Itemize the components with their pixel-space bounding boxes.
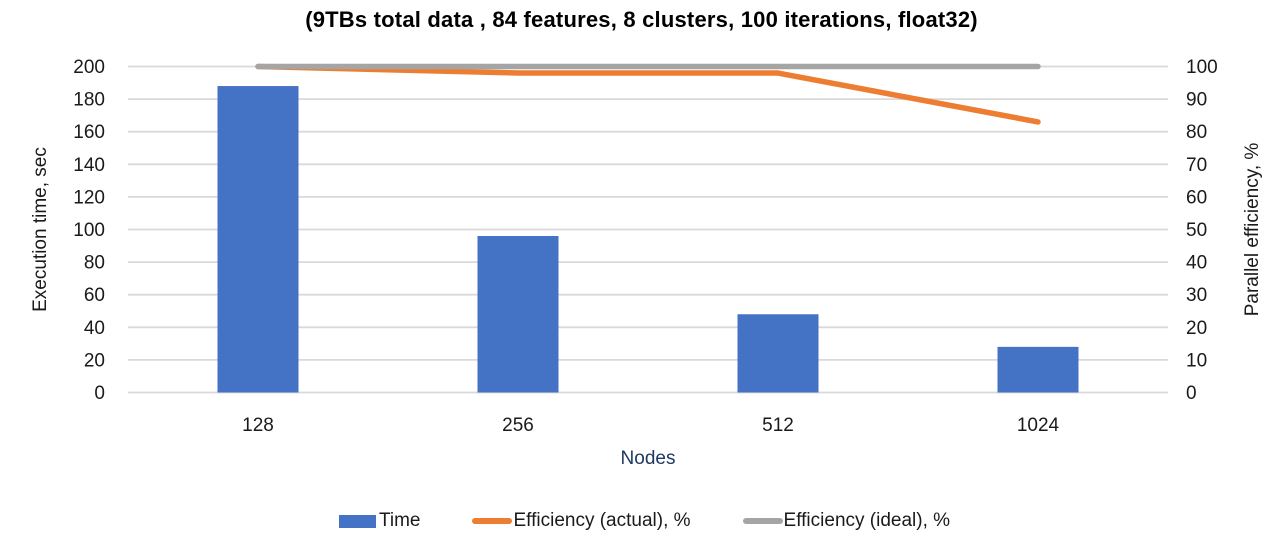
y-axis-left-tick-label: 100 [73, 220, 105, 241]
legend-label-efficiency-actual: Efficiency (actual), % [513, 510, 691, 531]
y-axis-left-tick-label: 120 [73, 187, 105, 208]
x-axis-tick-label: 1024 [1017, 415, 1060, 436]
y-axis-right-tick-label: 0 [1186, 383, 1197, 404]
y-axis-left-tick-label: 80 [84, 253, 105, 274]
legend-bar-swatch-icon [338, 514, 376, 528]
y-axis-right-tick-label: 50 [1186, 220, 1207, 241]
legend-item-efficiency-actual: Efficiency (actual), % [472, 510, 691, 532]
legend-item-efficiency-ideal: Efficiency (ideal), % [742, 510, 951, 532]
bar-512 [737, 314, 819, 393]
y-axis-right-tick-label: 40 [1186, 253, 1207, 274]
y-axis-left-tick-label: 20 [84, 350, 105, 371]
legend-line-swatch-icon [472, 518, 513, 524]
y-axis-right-tick-label: 100 [1186, 57, 1218, 78]
y-axis-left-tick-label: 60 [84, 285, 105, 306]
legend: Time Efficiency (actual), % Efficiency (… [6, 510, 1283, 532]
y-axis-left-tick-label: 200 [73, 57, 105, 78]
line-series [255, 63, 1041, 125]
legend-item-time: Time [338, 510, 421, 532]
legend-label-efficiency-ideal: Efficiency (ideal), % [783, 510, 951, 531]
y-axis-left-tick-label: 40 [84, 318, 105, 339]
x-axis-title: Nodes [621, 448, 676, 469]
y-axis-right-tick-label: 60 [1186, 187, 1207, 208]
y-axis-right-tick-label: 20 [1186, 318, 1207, 339]
y-axis-right-tick-label: 80 [1186, 122, 1207, 143]
chart-title: (9TBs total data , 84 features, 8 cluste… [305, 7, 978, 32]
y-axis-left-tick-label: 160 [73, 122, 105, 143]
bar-256 [477, 236, 559, 393]
y-axis-right-tick-label: 90 [1186, 90, 1207, 111]
y-axis-left-title: Execution time, sec [30, 147, 51, 312]
y-axis-right-tick-label: 30 [1186, 285, 1207, 306]
x-axis-tick-label: 256 [502, 415, 534, 436]
plot-area: 0 20 40 60 80 100 120 140 160 180 200 0 10 20 30 40 50 60… [73, 57, 1217, 436]
x-axis-tick-label: 512 [762, 415, 794, 436]
y-axis-right-title: Parallel efficiency, % [1242, 143, 1263, 317]
legend-label-time: Time [378, 510, 421, 531]
y-axis-left-tick-label: 180 [73, 90, 105, 111]
y-axis-left-tick-label: 0 [94, 383, 105, 404]
x-axis-tick-label: 128 [242, 415, 274, 436]
bar-128 [217, 86, 299, 393]
bar-1024 [997, 346, 1079, 393]
y-axis-left-tick-label: 140 [73, 155, 105, 176]
y-axis-right-tick-label: 70 [1186, 155, 1207, 176]
y-axis-right-tick-label: 10 [1186, 350, 1207, 371]
legend-line-swatch-icon [742, 518, 783, 524]
